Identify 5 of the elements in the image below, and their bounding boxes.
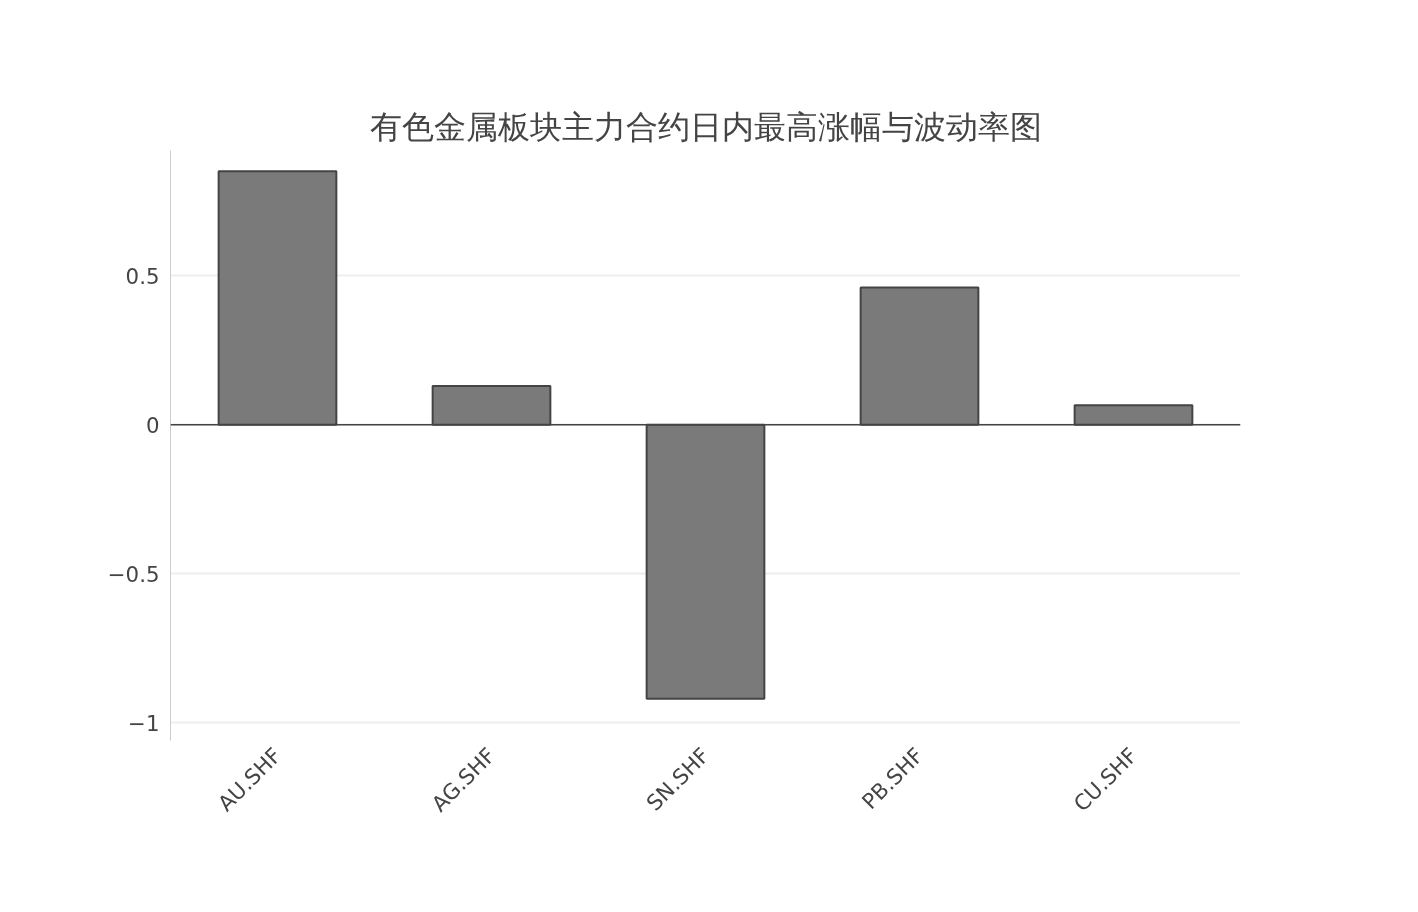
y-tick-label: 0 <box>145 412 160 438</box>
y-tick-label: 0.5 <box>125 263 160 289</box>
chart-title: 有色金属板块主力合约日内最高涨幅与波动率图 <box>369 107 1042 146</box>
y-tick-label: −1 <box>128 710 160 736</box>
y-tick-label: −0.5 <box>107 561 160 587</box>
